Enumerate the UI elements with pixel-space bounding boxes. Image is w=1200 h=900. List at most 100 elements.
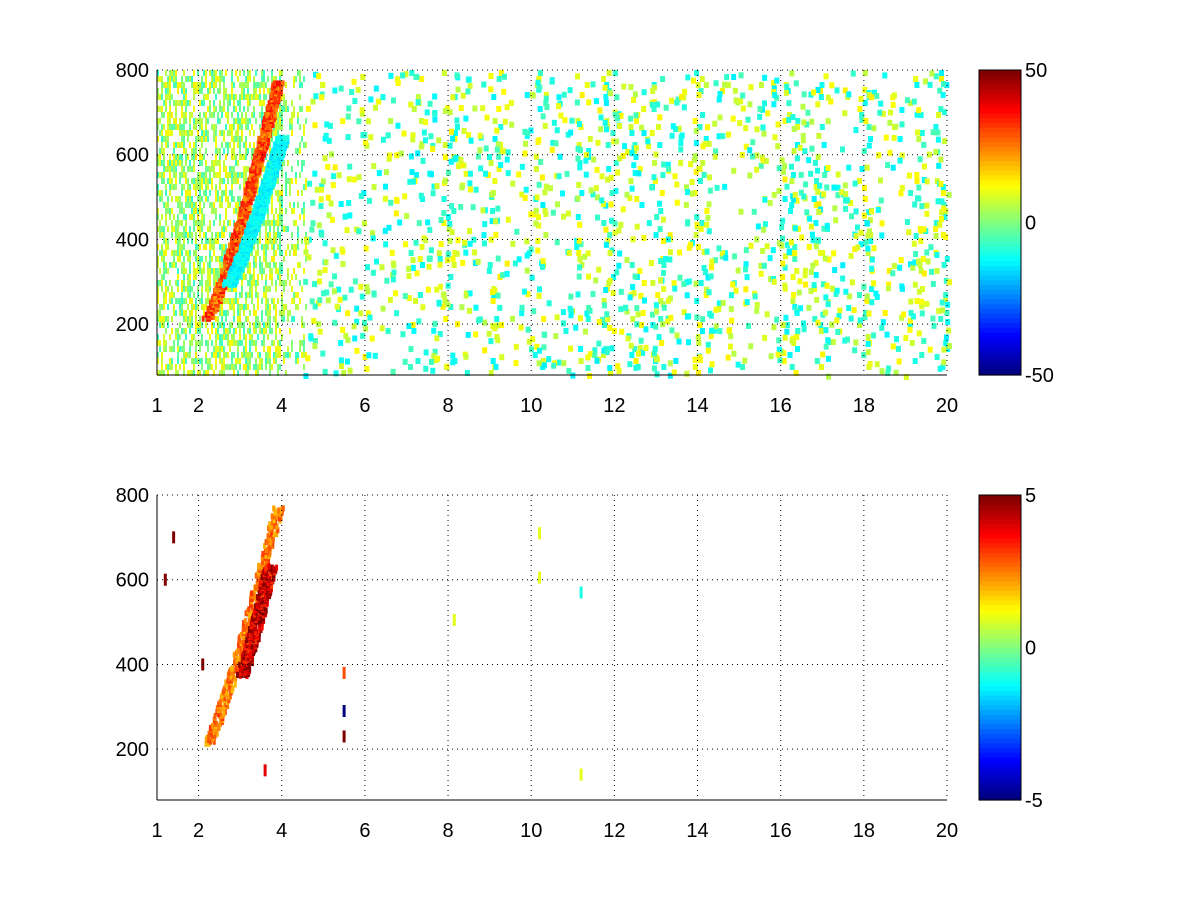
heatmap-cell <box>165 88 167 94</box>
heatmap-cell <box>920 256 926 262</box>
heatmap-cell <box>445 257 451 264</box>
heatmap-cell <box>223 226 225 232</box>
heatmap-cell <box>229 232 231 238</box>
heatmap-cell <box>513 360 519 367</box>
heatmap-cell <box>938 180 944 187</box>
heatmap-cell <box>280 80 284 87</box>
heatmap-cell <box>291 274 293 280</box>
heatmap-cell <box>818 328 824 334</box>
heatmap-cell <box>306 254 312 261</box>
heatmap-cell <box>662 256 668 263</box>
heatmap-cell <box>366 197 372 204</box>
heatmap-cell <box>233 100 235 106</box>
heatmap-cell <box>253 328 255 334</box>
heatmap-cell <box>401 130 407 137</box>
heatmap-cell <box>165 70 167 76</box>
heatmap-cell <box>297 190 299 196</box>
heatmap-cell <box>391 269 397 276</box>
heatmap-cell <box>925 258 931 265</box>
heatmap-cell <box>291 316 293 322</box>
heatmap-cell <box>822 309 828 316</box>
heatmap-cell <box>463 170 469 177</box>
heatmap-cell <box>633 364 639 371</box>
heatmap-cell <box>415 99 421 106</box>
heatmap-cell <box>303 268 305 274</box>
heatmap-cell <box>225 328 227 334</box>
heatmap-cell <box>219 154 221 160</box>
heatmap-cell <box>490 358 496 364</box>
heatmap-cell <box>171 160 173 166</box>
heatmap-cell <box>205 304 207 310</box>
heatmap-cell <box>319 182 325 189</box>
heatmap-cell <box>205 172 207 178</box>
heatmap-cell <box>629 150 635 157</box>
heatmap-cell <box>247 100 249 106</box>
heatmap-cell <box>359 107 365 114</box>
heatmap-cell <box>205 286 207 292</box>
heatmap-cell <box>830 339 836 346</box>
heatmap-cell <box>187 76 189 82</box>
heatmap-cell <box>255 328 257 334</box>
heatmap-cell <box>201 364 203 370</box>
heatmap-cell <box>703 292 709 298</box>
heatmap-cell <box>787 112 793 118</box>
heatmap-cell <box>791 292 797 298</box>
heatmap-cell <box>228 242 232 249</box>
heatmap-cell <box>221 358 223 364</box>
heatmap-cell <box>233 286 235 292</box>
heatmap-cell <box>195 322 197 328</box>
heatmap-cell <box>685 189 691 196</box>
heatmap-cell <box>299 124 301 130</box>
heatmap-cell <box>299 346 301 352</box>
heatmap-cell <box>247 352 249 358</box>
heatmap-cell <box>273 250 275 256</box>
heatmap-cell <box>916 107 922 114</box>
heatmap-cell <box>269 346 271 352</box>
heatmap-cell <box>408 250 414 256</box>
heatmap-cell <box>869 208 875 215</box>
heatmap-cell <box>437 261 443 268</box>
heatmap-cell <box>183 346 185 352</box>
heatmap-cell <box>239 70 241 76</box>
heatmap-cell <box>460 92 466 99</box>
heatmap-cell <box>289 190 291 196</box>
heatmap-cell <box>279 124 281 130</box>
heatmap-cell <box>848 200 854 207</box>
heatmap-cell <box>237 160 239 166</box>
heatmap-cell <box>653 302 659 309</box>
heatmap-cell <box>279 262 281 268</box>
heatmap-cell <box>849 213 855 220</box>
heatmap-cell <box>413 74 419 81</box>
heatmap-cell <box>171 112 173 118</box>
heatmap-cell <box>575 118 581 125</box>
heatmap-cell <box>938 316 944 322</box>
heatmap-cell <box>695 370 701 376</box>
heatmap-cell <box>660 76 666 82</box>
heatmap-cell <box>811 286 817 292</box>
heatmap-cell <box>237 172 239 178</box>
heatmap-cell <box>494 146 500 153</box>
heatmap-cell <box>227 172 229 178</box>
heatmap-cell <box>159 250 161 256</box>
heatmap-cell <box>385 132 391 139</box>
heatmap-cell <box>235 172 237 178</box>
heatmap-cell <box>852 347 858 354</box>
heatmap-cell <box>627 361 633 368</box>
heatmap-cell <box>566 367 572 374</box>
heatmap-cell <box>159 280 161 286</box>
heatmap-cell <box>191 238 193 244</box>
heatmap-cell <box>930 315 936 322</box>
heatmap-cell <box>213 238 215 244</box>
heatmap-cell <box>295 220 297 226</box>
heatmap-cell <box>693 280 699 287</box>
heatmap-cell <box>642 297 648 304</box>
heatmap-cell <box>879 324 885 331</box>
heatmap-cell <box>867 217 873 224</box>
heatmap-cell <box>590 290 596 297</box>
heatmap-cell <box>165 328 167 334</box>
heatmap-cell <box>824 184 830 191</box>
heatmap-cell <box>768 276 774 283</box>
heatmap-cell <box>269 364 271 370</box>
heatmap-cell <box>221 130 223 136</box>
heatmap-cell <box>695 82 701 89</box>
